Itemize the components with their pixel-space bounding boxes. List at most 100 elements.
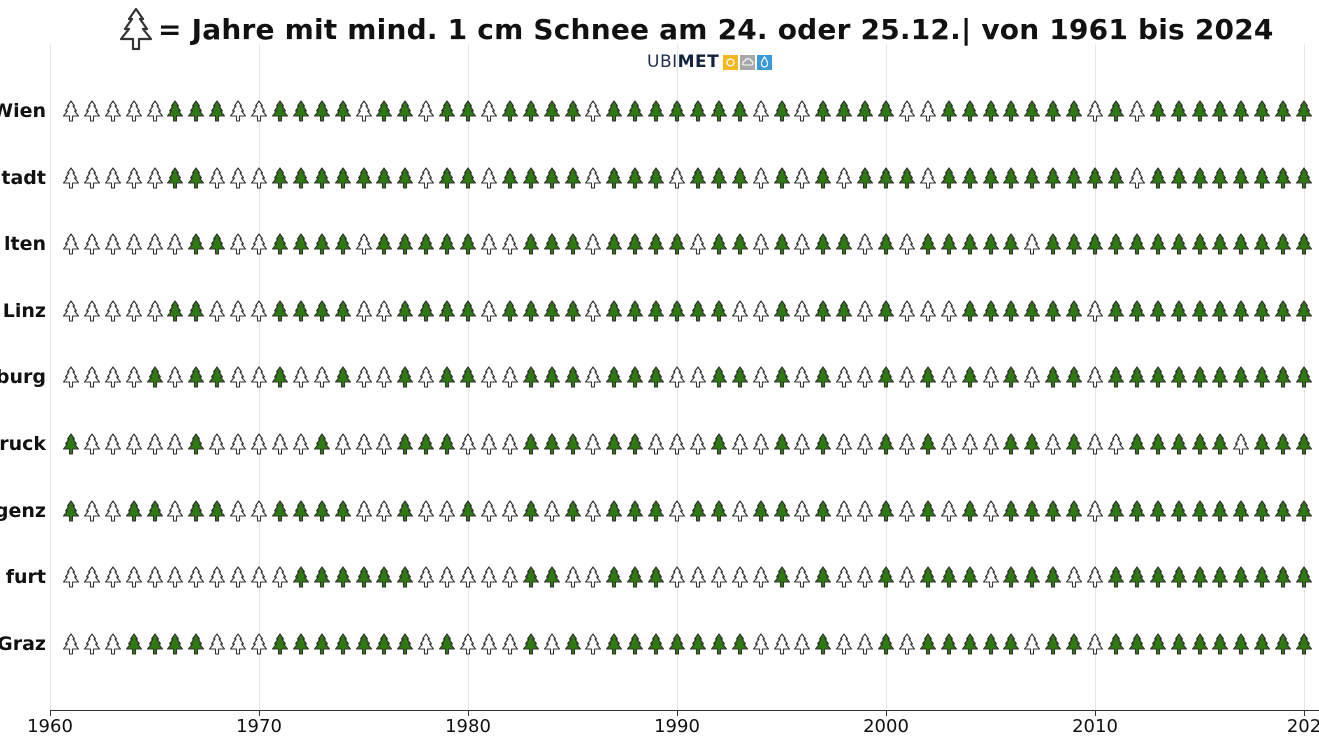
tree-outline-icon bbox=[62, 233, 79, 255]
tree-filled-icon bbox=[1066, 633, 1083, 655]
tree-filled-icon bbox=[1212, 100, 1229, 122]
tree-outline-icon bbox=[857, 433, 874, 455]
tree-outline-icon bbox=[376, 433, 393, 455]
tree-outline-icon bbox=[585, 233, 602, 255]
tree-filled-icon bbox=[773, 566, 790, 588]
x-tick bbox=[1304, 710, 1305, 716]
tree-filled-icon bbox=[1128, 300, 1145, 322]
tree-filled-icon bbox=[1254, 433, 1271, 455]
tree-filled-icon bbox=[1191, 233, 1208, 255]
tree-filled-icon bbox=[564, 300, 581, 322]
tree-filled-icon bbox=[439, 300, 456, 322]
tree-filled-icon bbox=[1045, 100, 1062, 122]
tree-filled-icon bbox=[271, 100, 288, 122]
tree-filled-icon bbox=[648, 633, 665, 655]
tree-filled-icon bbox=[877, 366, 895, 388]
tree-filled-icon bbox=[1295, 366, 1313, 388]
tree-filled-icon bbox=[1003, 366, 1020, 388]
tree-filled-icon bbox=[961, 167, 978, 189]
tree-outline-icon bbox=[376, 500, 393, 522]
tree-filled-icon bbox=[731, 366, 748, 388]
tree-outline-icon bbox=[836, 366, 853, 388]
tree-filled-icon bbox=[961, 233, 978, 255]
title-text: = Jahre mit mind. 1 cm Schnee am 24. ode… bbox=[158, 12, 1274, 46]
tree-filled-icon bbox=[418, 433, 435, 455]
tree-filled-icon bbox=[648, 500, 665, 522]
tree-filled-icon bbox=[1212, 233, 1229, 255]
tree-filled-icon bbox=[1107, 300, 1124, 322]
tree-outline-icon bbox=[188, 566, 205, 588]
tree-filled-icon bbox=[731, 167, 748, 189]
tree-filled-icon bbox=[919, 500, 936, 522]
tree-filled-icon bbox=[815, 500, 832, 522]
tree-filled-icon bbox=[1107, 566, 1124, 588]
tree-outline-icon bbox=[355, 366, 372, 388]
tree-filled-icon bbox=[1233, 167, 1250, 189]
tree-filled-icon bbox=[1149, 300, 1166, 322]
tree-filled-icon bbox=[1212, 366, 1229, 388]
tree-filled-icon bbox=[710, 433, 727, 455]
tree-filled-icon bbox=[982, 167, 999, 189]
tree-filled-icon bbox=[877, 100, 895, 122]
tree-filled-icon bbox=[1066, 100, 1083, 122]
tree-filled-icon bbox=[1295, 167, 1313, 189]
tree-outline-icon bbox=[919, 300, 936, 322]
tree-filled-icon bbox=[543, 300, 560, 322]
cloud-icon bbox=[740, 54, 756, 70]
tree-outline-icon bbox=[794, 300, 811, 322]
tree-filled-icon bbox=[313, 100, 330, 122]
tree-outline-icon bbox=[209, 300, 226, 322]
tree-filled-icon bbox=[543, 233, 560, 255]
x-tick-label: 202 bbox=[1286, 716, 1319, 737]
tree-outline-icon bbox=[167, 366, 184, 388]
tree-filled-icon bbox=[1066, 233, 1083, 255]
tree-filled-icon bbox=[564, 366, 581, 388]
tree-filled-icon bbox=[334, 300, 351, 322]
tree-filled-icon bbox=[292, 633, 309, 655]
tree-filled-icon bbox=[564, 233, 581, 255]
tree-outline-icon bbox=[731, 500, 748, 522]
tree-filled-icon bbox=[606, 500, 623, 522]
tree-filled-icon bbox=[1149, 167, 1166, 189]
tree-filled-icon bbox=[1212, 566, 1229, 588]
tree-outline-icon bbox=[585, 100, 602, 122]
tree-filled-icon bbox=[1107, 233, 1124, 255]
tree-outline-icon bbox=[585, 300, 602, 322]
tree-filled-icon bbox=[188, 633, 205, 655]
tree-outline-icon bbox=[668, 566, 686, 588]
tree-filled-icon bbox=[1233, 300, 1250, 322]
tree-filled-icon bbox=[606, 633, 623, 655]
tree-outline-icon bbox=[794, 633, 811, 655]
x-tick-label: 2000 bbox=[863, 716, 909, 737]
tree-outline-icon bbox=[292, 366, 309, 388]
tree-filled-icon bbox=[271, 633, 288, 655]
tree-outline-icon bbox=[689, 566, 706, 588]
tree-filled-icon bbox=[627, 500, 644, 522]
tree-outline-icon bbox=[668, 167, 686, 189]
tree-outline-icon bbox=[104, 566, 121, 588]
tree-outline-icon bbox=[355, 300, 372, 322]
tree-filled-icon bbox=[125, 633, 142, 655]
tree-outline-icon bbox=[125, 566, 142, 588]
tree-filled-icon bbox=[1149, 366, 1166, 388]
tree-filled-icon bbox=[459, 233, 477, 255]
tree-filled-icon bbox=[1086, 233, 1104, 255]
tree-filled-icon bbox=[564, 167, 581, 189]
tree-filled-icon bbox=[1212, 300, 1229, 322]
x-axis bbox=[50, 710, 1319, 711]
tree-outline-icon bbox=[271, 433, 288, 455]
tree-outline-icon bbox=[480, 566, 497, 588]
tree-filled-icon bbox=[188, 167, 205, 189]
tree-filled-icon bbox=[188, 100, 205, 122]
tree-outline-icon bbox=[1066, 566, 1083, 588]
tree-filled-icon bbox=[1212, 167, 1229, 189]
tree-filled-icon bbox=[439, 433, 456, 455]
tree-outline-icon bbox=[104, 633, 121, 655]
x-tick-label: 1980 bbox=[445, 716, 491, 737]
tree-filled-icon bbox=[522, 233, 539, 255]
tree-outline-icon bbox=[668, 366, 686, 388]
tree-filled-icon bbox=[271, 300, 288, 322]
tree-outline-icon bbox=[250, 500, 268, 522]
tree-outline-icon bbox=[146, 300, 163, 322]
tree-outline-icon bbox=[710, 566, 727, 588]
